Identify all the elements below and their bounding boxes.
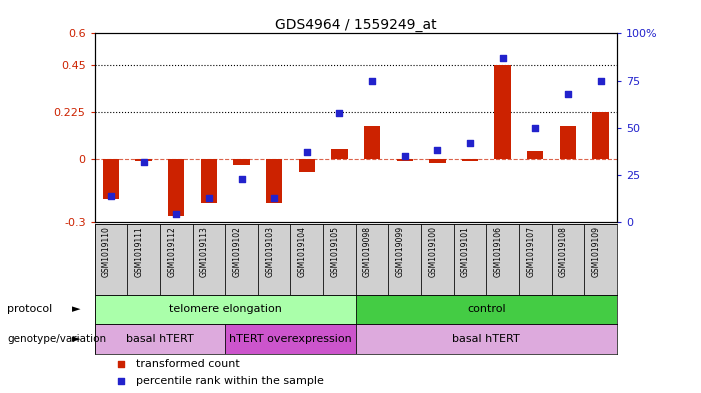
Text: transformed count: transformed count	[137, 359, 240, 369]
Point	[301, 149, 313, 155]
Point	[367, 77, 378, 84]
Text: GSM1019098: GSM1019098	[363, 226, 372, 277]
Point	[464, 140, 475, 146]
Bar	[355, 295, 617, 324]
Bar	[323, 224, 355, 295]
Text: GSM1019112: GSM1019112	[168, 226, 176, 277]
Text: percentile rank within the sample: percentile rank within the sample	[137, 376, 325, 386]
Point	[268, 195, 280, 201]
Text: GSM1019104: GSM1019104	[298, 226, 307, 277]
Point	[432, 147, 443, 154]
Bar	[429, 159, 446, 163]
Point	[530, 125, 541, 131]
Text: telomere elongation: telomere elongation	[169, 305, 282, 314]
Bar	[95, 295, 355, 324]
Bar	[200, 159, 217, 203]
Bar	[299, 159, 315, 172]
Text: GSM1019105: GSM1019105	[330, 226, 339, 277]
Bar	[135, 159, 151, 161]
Bar	[266, 159, 283, 203]
Bar	[193, 224, 225, 295]
Bar	[552, 224, 584, 295]
Bar	[160, 224, 193, 295]
Bar	[225, 224, 258, 295]
Bar	[592, 112, 608, 159]
Text: GSM1019113: GSM1019113	[200, 226, 209, 277]
Bar	[397, 159, 413, 161]
Bar	[168, 159, 184, 216]
Bar	[494, 65, 511, 159]
Bar	[486, 224, 519, 295]
Text: ►: ►	[72, 334, 81, 344]
Text: protocol: protocol	[7, 305, 53, 314]
Title: GDS4964 / 1559249_at: GDS4964 / 1559249_at	[275, 18, 437, 32]
Bar	[527, 151, 543, 159]
Bar	[421, 224, 454, 295]
Text: GSM1019108: GSM1019108	[559, 226, 568, 277]
Bar	[95, 324, 225, 354]
Point	[562, 91, 573, 97]
Text: control: control	[467, 305, 505, 314]
Bar	[95, 224, 128, 295]
Bar	[258, 224, 290, 295]
Point	[170, 211, 182, 218]
Bar	[519, 224, 552, 295]
Text: GSM1019107: GSM1019107	[526, 226, 536, 277]
Bar	[225, 324, 356, 354]
Bar	[355, 224, 388, 295]
Bar	[584, 224, 617, 295]
Text: basal hTERT: basal hTERT	[452, 334, 520, 344]
Point	[334, 110, 345, 116]
Point	[115, 378, 126, 384]
Point	[236, 176, 247, 182]
Bar	[454, 224, 486, 295]
Bar	[388, 224, 421, 295]
Text: GSM1019111: GSM1019111	[135, 226, 144, 277]
Point	[203, 195, 215, 201]
Bar	[332, 149, 348, 159]
Bar	[233, 159, 250, 165]
Bar	[128, 224, 160, 295]
Bar	[364, 126, 380, 159]
Point	[115, 361, 126, 367]
Text: GSM1019102: GSM1019102	[233, 226, 242, 277]
Bar	[462, 159, 478, 161]
Text: GSM1019103: GSM1019103	[265, 226, 274, 277]
Text: GSM1019109: GSM1019109	[592, 226, 601, 277]
Text: GSM1019101: GSM1019101	[461, 226, 470, 277]
Point	[497, 55, 508, 61]
Text: GSM1019106: GSM1019106	[494, 226, 503, 277]
Bar	[290, 224, 323, 295]
Point	[138, 158, 149, 165]
Bar	[560, 126, 576, 159]
Text: ►: ►	[72, 305, 81, 314]
Text: hTERT overexpression: hTERT overexpression	[229, 334, 352, 344]
Text: GSM1019099: GSM1019099	[396, 226, 404, 277]
Text: GSM1019100: GSM1019100	[428, 226, 437, 277]
Point	[399, 153, 410, 159]
Text: genotype/variation: genotype/variation	[7, 334, 106, 344]
Bar	[355, 324, 617, 354]
Text: GSM1019110: GSM1019110	[102, 226, 111, 277]
Point	[105, 193, 116, 199]
Bar	[103, 159, 119, 199]
Point	[595, 77, 606, 84]
Text: basal hTERT: basal hTERT	[126, 334, 193, 344]
